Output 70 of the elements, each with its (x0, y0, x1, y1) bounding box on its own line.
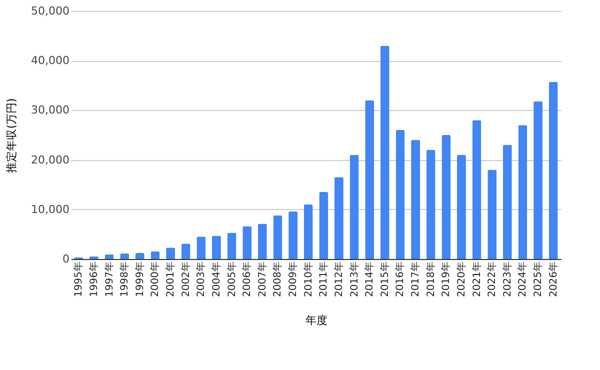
x-tick-label: 2015年 (378, 262, 391, 297)
x-tick-label: 2021年 (470, 262, 483, 297)
bar (304, 204, 313, 259)
x-tick-label: 2003年 (195, 262, 208, 297)
x-tick-label: 2001年 (164, 262, 177, 297)
bar (273, 215, 282, 259)
bar (548, 82, 558, 259)
y-tick-label: 40,000 (31, 54, 70, 68)
x-tick-label: 1995年 (72, 262, 85, 297)
x-tick-label: 1999年 (134, 262, 146, 297)
x-tick-label: 2007年 (256, 262, 268, 297)
x-tick-label: 1997年 (103, 262, 116, 297)
bar (196, 236, 206, 259)
bar (380, 46, 390, 259)
x-tick-label: 2005年 (226, 262, 238, 297)
bar (288, 211, 298, 259)
y-tick-label: 30,000 (31, 104, 70, 117)
x-tick-label: 2017年 (410, 262, 422, 297)
bar (472, 120, 482, 259)
bar (456, 154, 466, 259)
bar (104, 254, 114, 259)
x-tick-label: 1998年 (118, 262, 131, 297)
bar (227, 232, 236, 259)
bar (181, 244, 190, 259)
bar (120, 254, 130, 259)
x-tick-label: 2019年 (440, 262, 452, 297)
x-tick-label: 2025年 (532, 262, 544, 297)
bar (502, 144, 512, 259)
y-tick-label: 0 (62, 252, 70, 266)
x-tick-label: 2020年 (455, 262, 468, 297)
bar (518, 125, 528, 259)
x-tick-label: 1996年 (88, 262, 100, 297)
x-tick-label: 2026年 (547, 262, 560, 297)
x-tick-label: 2013年 (348, 262, 360, 297)
x-tick-label: 2009年 (287, 262, 300, 297)
x-tick-label: 2006年 (241, 262, 254, 297)
x-tick-label: 2023年 (501, 262, 514, 297)
bar (135, 253, 144, 259)
x-tick-label: 2000年 (149, 262, 162, 297)
bar (319, 192, 328, 259)
x-tick-label: 2014年 (364, 262, 376, 297)
bar (365, 100, 374, 259)
bar (488, 170, 497, 259)
x-axis-title: 年度 (306, 314, 328, 327)
bar (396, 130, 405, 259)
x-tick-label: 2008年 (272, 262, 284, 297)
bar (166, 248, 176, 259)
x-tick-label: 2004年 (210, 262, 222, 297)
bar (212, 236, 221, 259)
bar (534, 101, 543, 259)
x-tick-label: 2024年 (516, 262, 529, 297)
x-tick-label: 2018年 (424, 262, 437, 297)
bar (350, 154, 359, 259)
y-tick-label: 20,000 (31, 153, 70, 166)
bar (442, 135, 451, 259)
x-tick-label: 2012年 (332, 262, 345, 297)
bar (411, 140, 420, 259)
x-tick-label: 2002年 (180, 262, 192, 297)
y-tick-label: 50,000 (31, 4, 70, 18)
bar (150, 252, 160, 259)
bar (258, 224, 267, 259)
x-tick-label: 2022年 (486, 262, 498, 297)
y-axis-title: 推定年収(万円) (5, 98, 18, 173)
x-tick-label: 2011年 (318, 262, 330, 297)
bar (242, 226, 252, 259)
x-tick-label: 2010年 (302, 262, 314, 297)
y-tick-label: 10,000 (31, 202, 70, 216)
x-tick-label: 2016年 (394, 262, 406, 297)
bar (426, 150, 436, 259)
bar (334, 177, 344, 259)
